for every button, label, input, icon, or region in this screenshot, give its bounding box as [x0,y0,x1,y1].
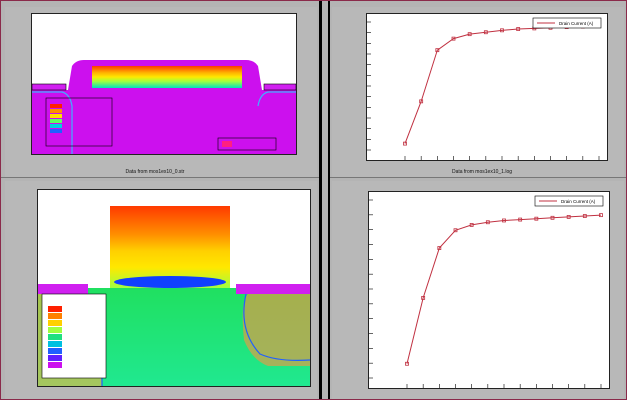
data-point [403,141,407,146]
curve-plot-top[interactable]: Drain Current (A) [366,13,608,161]
curve-caption-top: Data from mos1ex10_1.log [451,169,513,175]
substrate-region [32,90,296,154]
data-point [566,215,571,219]
drain-junction-bottom [243,293,311,361]
data-point [518,217,523,222]
material-legend-top [217,137,277,151]
data-point [437,246,442,250]
source-contact-top [31,83,67,91]
data-point [500,28,504,33]
horizontal-divider-right [330,177,626,178]
drain-contact-bottom [236,284,310,294]
curve-plot-bottom-svg: Drain Current (A) [369,195,604,388]
data-point [485,220,490,225]
data-point [467,32,472,37]
legend-box [534,195,604,207]
structure-caption-top: Data from mos1ex10_0.str [125,169,185,175]
drain-contact-top [263,83,297,91]
data-point [502,218,506,223]
vertical-divider-right [328,1,330,399]
structure-plot-bottom-svg [38,206,311,387]
series-line-drain-current [406,214,602,364]
data-point [451,36,456,41]
drain-diffusion [242,294,310,366]
legend-box [532,17,602,29]
legend-label: Drain Current (A) [559,21,594,26]
data-point [550,215,555,220]
horizontal-divider-left [1,177,319,178]
data-point [469,223,474,227]
vertical-divider-left [319,1,322,399]
doping-legend-top [45,97,113,147]
channel-region-bottom [114,276,226,288]
data-point [405,361,409,366]
drain-junction [257,91,296,107]
data-point [516,27,521,31]
data-point [421,296,426,300]
source-junction [32,91,73,154]
data-point [435,48,440,53]
series-line-drain-current [404,25,600,144]
structure-plot-top[interactable] [31,13,297,155]
legend-label: Drain Current (A) [561,199,596,204]
curve-panel-top[interactable]: Drain Current (A) Data from mos1ex10_1.l… [332,7,624,177]
source-contact-bottom [38,284,88,294]
curve-panel-bottom[interactable]: Drain Current (A) [332,181,624,399]
structure-plot-top-svg [31,60,297,154]
data-point [419,99,424,104]
data-point [534,216,539,221]
gate-region-bottom [110,206,230,288]
data-point [483,30,488,35]
structure-panel-bottom[interactable] [5,181,317,399]
data-point [582,214,587,218]
structure-panel-top[interactable]: Data from mos1ex10_0.str [5,7,317,177]
structure-plot-bottom[interactable] [37,189,311,387]
gate-region [92,66,242,88]
data-point [453,228,458,233]
data-point [599,213,603,218]
curve-plot-bottom[interactable]: Drain Current (A) [368,191,610,389]
curve-plot-top-svg: Drain Current (A) [367,17,602,160]
